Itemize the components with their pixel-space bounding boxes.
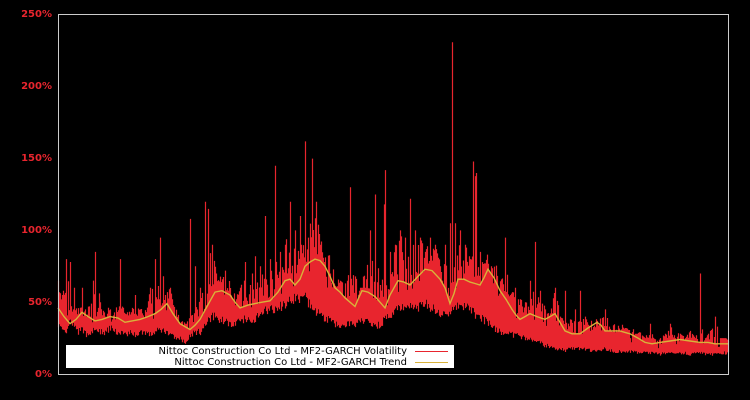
- volatility-series: [57, 42, 730, 356]
- legend-item-trend: Nittoc Construction Co Ltd - MF2-GARCH T…: [174, 357, 454, 368]
- legend-label: Nittoc Construction Co Ltd - MF2-GARCH T…: [174, 357, 407, 368]
- volatility-series-bars: [57, 42, 730, 356]
- plot-frame: [58, 14, 729, 375]
- legend-swatch-red-line-icon: [415, 351, 448, 352]
- legend-label: Nittoc Construction Co Ltd - MF2-GARCH V…: [158, 346, 407, 357]
- y-tick-label: 50%: [28, 297, 52, 308]
- legend-item-volatility: Nittoc Construction Co Ltd - MF2-GARCH V…: [159, 346, 454, 357]
- trend-series-line: [57, 258, 728, 345]
- y-tick-label: 0%: [35, 369, 52, 380]
- y-tick-label: 200%: [21, 81, 52, 92]
- legend-swatch-gold-line-icon: [415, 362, 448, 363]
- y-tick-label: 100%: [21, 225, 52, 236]
- y-tick-label: 150%: [21, 153, 52, 164]
- chart-legend: Nittoc Construction Co Ltd - MF2-GARCH V…: [66, 345, 454, 368]
- y-tick-label: 250%: [21, 9, 52, 20]
